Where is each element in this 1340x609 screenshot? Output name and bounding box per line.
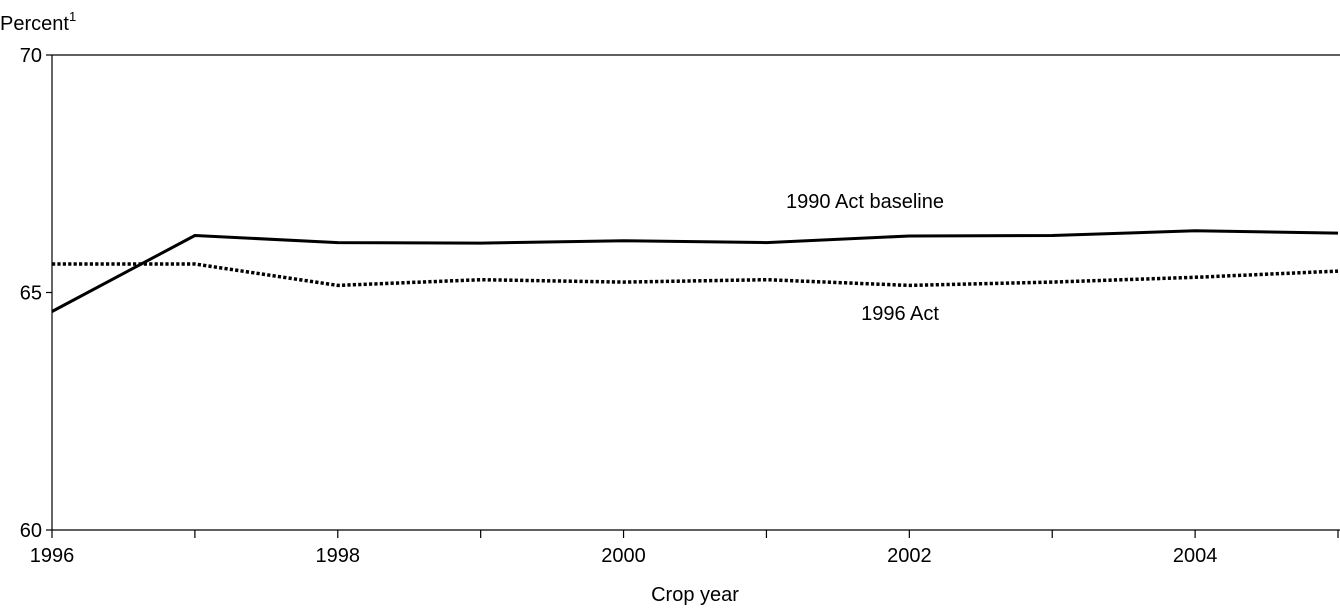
x-tick-label-2004: 2004: [1173, 545, 1218, 567]
series-label-1990-act-baseline: 1990 Act baseline: [786, 191, 944, 213]
x-tick-label-2000: 2000: [601, 545, 646, 567]
x-tick-label-2002: 2002: [887, 545, 932, 567]
y-axis: 60 65 70: [20, 45, 52, 542]
series-lines: [51, 229, 1339, 313]
y-tick-label-70: 70: [20, 45, 42, 67]
series-line-1990-act-baseline: [51, 229, 1339, 313]
x-axis: 1996 1998 2000 2002 2004: [30, 530, 1339, 567]
plot-frame: [51, 54, 1340, 531]
series-line-1996-act: [52, 262, 1339, 288]
x-tick-label-1998: 1998: [316, 545, 361, 567]
y-tick-label-60: 60: [20, 520, 42, 542]
y-axis-title-text: Percent: [0, 13, 69, 35]
y-tick-label-65: 65: [20, 283, 42, 305]
y-axis-title: Percent1: [0, 9, 76, 35]
y-axis-title-superscript: 1: [69, 9, 76, 24]
series-label-1996-act: 1996 Act: [861, 303, 939, 325]
x-tick-label-1996: 1996: [30, 545, 75, 567]
x-axis-title: Crop year: [651, 584, 739, 606]
